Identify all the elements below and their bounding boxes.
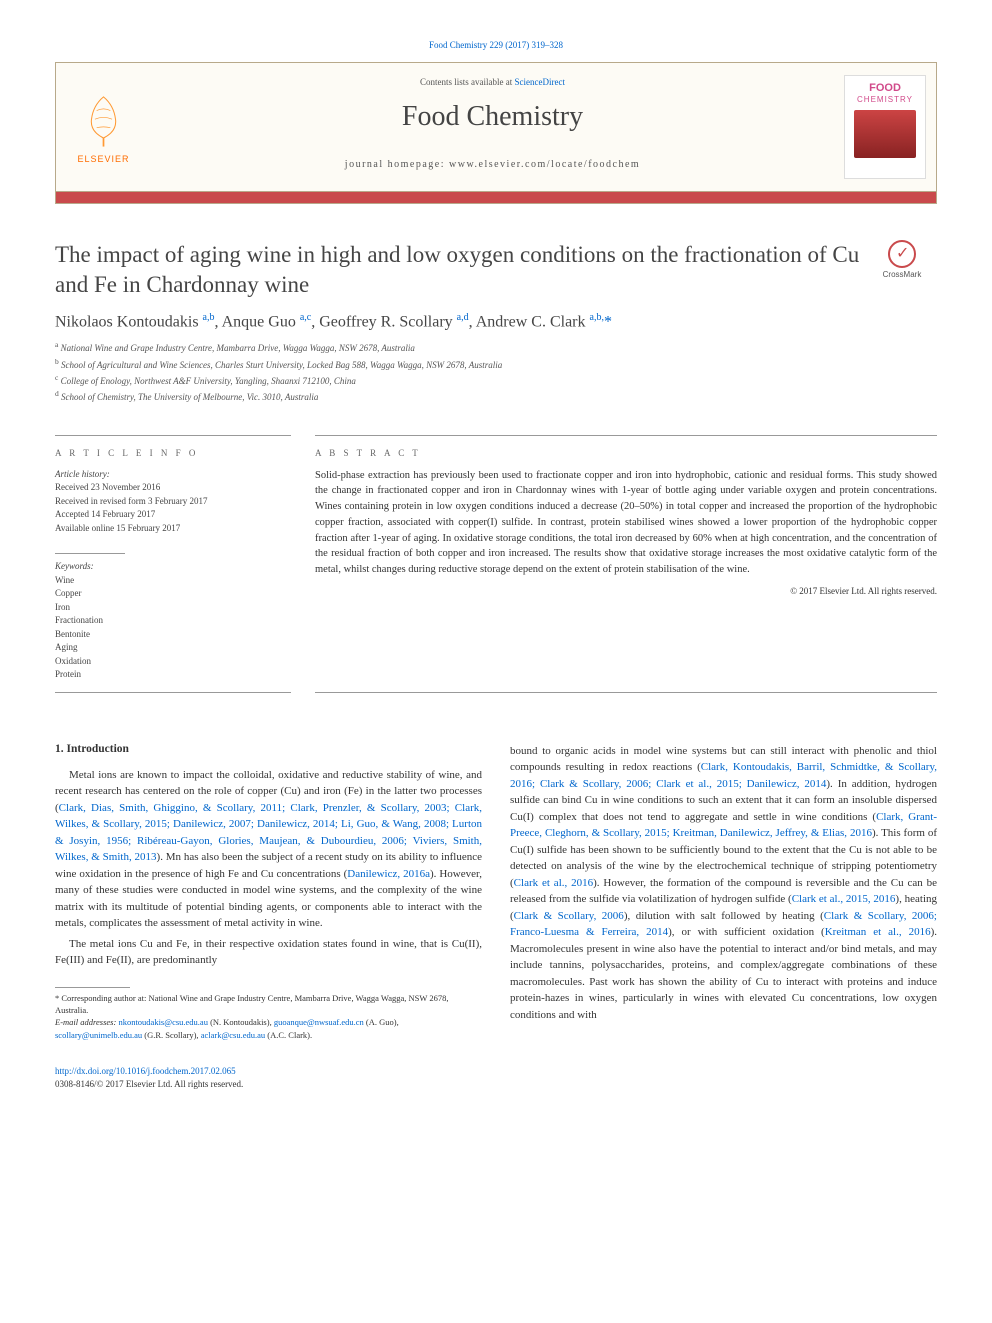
citation-link[interactable]: Clark & Scollary, 2006 xyxy=(514,910,624,922)
body-text-col2: bound to organic acids in model wine sys… xyxy=(510,743,937,1024)
email-link[interactable]: aclark@csu.edu.au xyxy=(201,1030,265,1040)
keyword-item: Aging xyxy=(55,641,291,655)
crossmark-label: CrossMark xyxy=(883,270,922,279)
section-heading-introduction: 1. Introduction xyxy=(55,743,482,755)
keyword-item: Iron xyxy=(55,601,291,615)
elsevier-label: ELSEVIER xyxy=(77,154,129,164)
affiliation-b-text: School of Agricultural and Wine Sciences… xyxy=(61,360,502,370)
article-info-header: A R T I C L E I N F O xyxy=(55,448,291,458)
keywords-rule xyxy=(55,553,125,554)
affiliations: a National Wine and Grape Industry Centr… xyxy=(55,339,867,405)
email-link[interactable]: scollary@unimelb.edu.au xyxy=(55,1030,142,1040)
abstract-bottom-rule xyxy=(315,692,937,693)
cover-brand-line2: CHEMISTRY xyxy=(857,95,913,104)
corresponding-author-line: * Corresponding author at: National Wine… xyxy=(55,992,482,1017)
keywords-label: Keywords: xyxy=(55,560,291,574)
sciencedirect-link[interactable]: ScienceDirect xyxy=(515,77,565,87)
citation-link[interactable]: Kreitman et al., 2016 xyxy=(825,926,931,938)
emails-label: E-mail addresses: xyxy=(55,1017,118,1027)
email-who: (G.R. Scollary), xyxy=(142,1030,201,1040)
cover-image-icon xyxy=(854,110,916,158)
info-bottom-rule xyxy=(55,692,291,693)
email-addresses-line: E-mail addresses: nkontoudakis@csu.edu.a… xyxy=(55,1016,482,1041)
keyword-item: Oxidation xyxy=(55,655,291,669)
journal-name: Food Chemistry xyxy=(151,101,834,133)
citation-link[interactable]: Danilewicz, 2016a xyxy=(347,868,430,880)
email-link[interactable]: nkontoudakis@csu.edu.au xyxy=(118,1017,208,1027)
cover-brand-line1: FOOD xyxy=(869,82,901,94)
header-red-divider xyxy=(55,192,937,204)
abstract-header: A B S T R A C T xyxy=(315,448,937,458)
journal-citation: Food Chemistry 229 (2017) 319–328 xyxy=(55,40,937,50)
body-paragraph: The metal ions Cu and Fe, in their respe… xyxy=(55,936,482,969)
keyword-item: Bentonite xyxy=(55,628,291,642)
affiliation-a: a National Wine and Grape Industry Centr… xyxy=(55,339,867,355)
authors-line: Nikolaos Kontoudakis a,b, Anque Guo a,c,… xyxy=(55,312,867,331)
journal-cover-thumbnail[interactable]: FOOD CHEMISTRY xyxy=(844,75,926,179)
footnote-rule xyxy=(55,987,130,988)
doi-footer: http://dx.doi.org/10.1016/j.foodchem.201… xyxy=(55,1065,937,1090)
crossmark-icon xyxy=(888,240,916,268)
body-span: ), or with sufficient oxidation ( xyxy=(668,926,825,938)
affiliation-b: b School of Agricultural and Wine Scienc… xyxy=(55,356,867,372)
email-who: (N. Kontoudakis), xyxy=(208,1017,274,1027)
journal-homepage[interactable]: journal homepage: www.elsevier.com/locat… xyxy=(151,159,834,170)
keyword-item: Protein xyxy=(55,668,291,682)
issn-line: 0308-8146/© 2017 Elsevier Ltd. All right… xyxy=(55,1079,243,1089)
body-span: ), dilution with salt followed by heatin… xyxy=(624,910,824,922)
corresponding-author-footnote: * Corresponding author at: National Wine… xyxy=(55,992,482,1041)
body-columns: 1. Introduction Metal ions are known to … xyxy=(55,743,937,1041)
doi-link[interactable]: http://dx.doi.org/10.1016/j.foodchem.201… xyxy=(55,1066,236,1076)
keywords-block: Keywords: Wine Copper Iron Fractionation… xyxy=(55,553,291,682)
keyword-item: Fractionation xyxy=(55,614,291,628)
article-history: Article history: Received 23 November 20… xyxy=(55,468,291,536)
elsevier-tree-icon xyxy=(76,90,131,150)
contents-lists-line: Contents lists available at ScienceDirec… xyxy=(151,77,834,87)
citation-link[interactable]: Clark et al., 2015, 2016 xyxy=(792,893,896,905)
history-label: Article history: xyxy=(55,468,291,482)
history-online: Available online 15 February 2017 xyxy=(55,522,291,536)
history-received: Received 23 November 2016 xyxy=(55,481,291,495)
article-title: The impact of aging wine in high and low… xyxy=(55,240,867,300)
body-text-col1: Metal ions are known to impact the collo… xyxy=(55,767,482,969)
email-who: (A. Guo), xyxy=(364,1017,399,1027)
abstract-copyright: © 2017 Elsevier Ltd. All rights reserved… xyxy=(315,586,937,596)
email-who: (A.C. Clark). xyxy=(265,1030,312,1040)
elsevier-logo[interactable]: ELSEVIER xyxy=(56,63,151,191)
affiliation-c-text: College of Enology, Northwest A&F Univer… xyxy=(61,376,356,386)
affiliation-c: c College of Enology, Northwest A&F Univ… xyxy=(55,372,867,388)
abstract-text: Solid-phase extraction has previously be… xyxy=(315,468,937,578)
body-span: ). Macromolecules present in wine also h… xyxy=(510,926,937,1021)
contents-prefix: Contents lists available at xyxy=(420,77,514,87)
email-link[interactable]: guoanque@nwsuaf.edu.cn xyxy=(274,1017,364,1027)
affiliation-d: d School of Chemistry, The University of… xyxy=(55,388,867,404)
affiliation-a-text: National Wine and Grape Industry Centre,… xyxy=(61,343,415,353)
history-accepted: Accepted 14 February 2017 xyxy=(55,508,291,522)
crossmark-badge[interactable]: CrossMark xyxy=(867,240,937,405)
history-revised: Received in revised form 3 February 2017 xyxy=(55,495,291,509)
citation-link[interactable]: Clark et al., 2016 xyxy=(514,877,593,889)
keyword-item: Copper xyxy=(55,587,291,601)
affiliation-d-text: School of Chemistry, The University of M… xyxy=(61,392,318,402)
keyword-item: Wine xyxy=(55,574,291,588)
journal-header-box: ELSEVIER Contents lists available at Sci… xyxy=(55,62,937,192)
